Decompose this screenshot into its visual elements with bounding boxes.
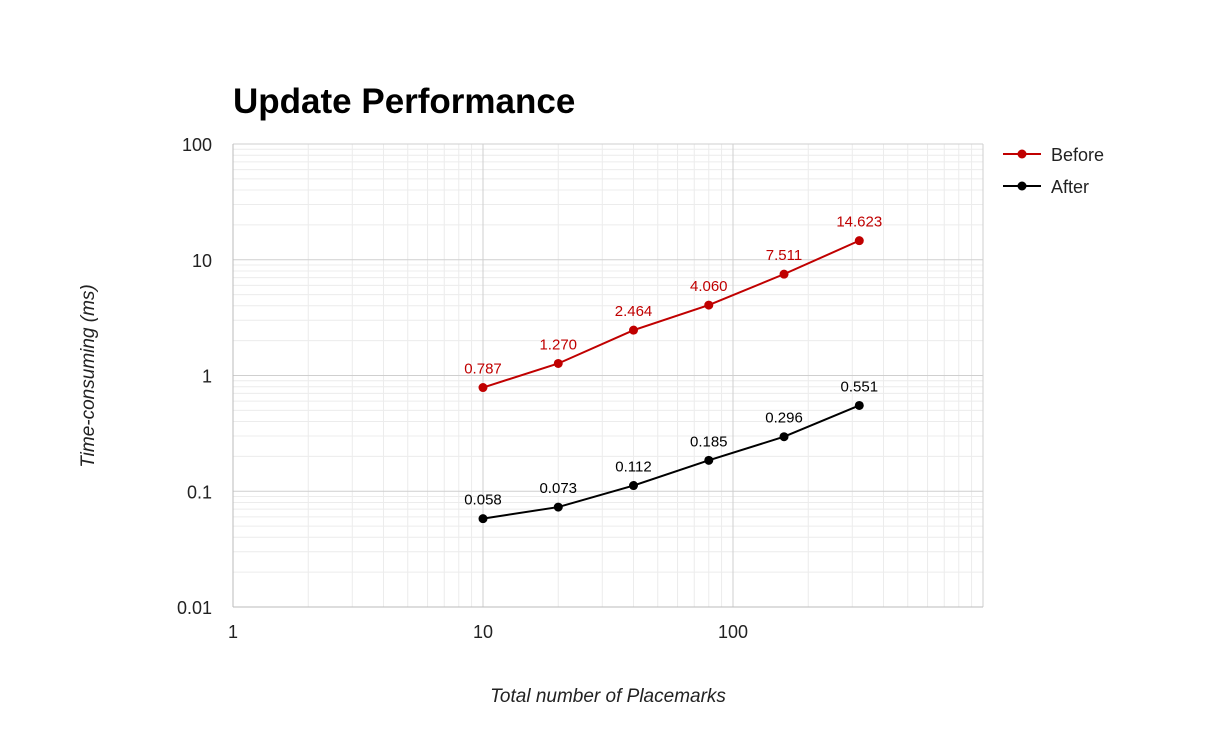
y-axis-title: Time-consuming (ms) — [78, 284, 99, 468]
data-label: 4.060 — [690, 278, 728, 295]
y-tick-label: 1 — [202, 367, 212, 387]
data-label: 7.511 — [766, 247, 802, 264]
data-point — [704, 455, 714, 465]
chart-title: Update Performance — [233, 82, 575, 121]
y-tick-label: 0.1 — [187, 482, 212, 502]
x-tick-label: 1 — [228, 622, 238, 642]
y-tick-label: 10 — [192, 251, 212, 271]
y-tick-label: 100 — [182, 135, 212, 155]
data-point — [629, 325, 639, 335]
data-point — [854, 236, 864, 246]
x-axis-title: Total number of Placemarks — [490, 686, 726, 707]
data-point — [553, 502, 563, 512]
legend-marker — [1017, 181, 1027, 191]
series-lines: 0.787 1.270 2.464 4.060 7.511 14.623 0.058 0.07… — [464, 214, 882, 524]
series-line-before — [482, 239, 860, 389]
data-label: 14.623 — [836, 214, 882, 231]
data-point — [478, 383, 488, 393]
data-label: 0.296 — [765, 410, 803, 427]
data-label: 0.058 — [464, 492, 502, 509]
data-label: 0.112 — [615, 459, 651, 476]
tick-labels: 1 10 100 100 10 1 0.1 0.01 — [177, 135, 748, 642]
data-point — [779, 432, 789, 442]
data-point — [629, 481, 639, 491]
x-tick-label: 100 — [718, 622, 748, 642]
data-label: 2.464 — [615, 303, 653, 320]
data-point — [478, 514, 488, 524]
data-label: 0.551 — [841, 378, 879, 395]
legend-marker — [1017, 149, 1027, 159]
x-tick-label: 10 — [473, 622, 493, 642]
y-tick-label: 0.01 — [177, 598, 212, 618]
legend: Before After — [1003, 145, 1104, 197]
data-point — [704, 300, 714, 310]
legend-label: After — [1051, 177, 1089, 197]
grid-lines — [232, 143, 984, 608]
series-line-after — [482, 404, 860, 520]
data-label: 0.073 — [539, 480, 577, 497]
data-point — [779, 269, 789, 279]
data-label: 0.787 — [464, 361, 502, 378]
data-point — [854, 400, 864, 410]
data-label: 1.270 — [539, 336, 577, 353]
legend-label: Before — [1051, 145, 1104, 165]
data-point — [553, 358, 563, 368]
data-label: 0.185 — [690, 433, 728, 450]
